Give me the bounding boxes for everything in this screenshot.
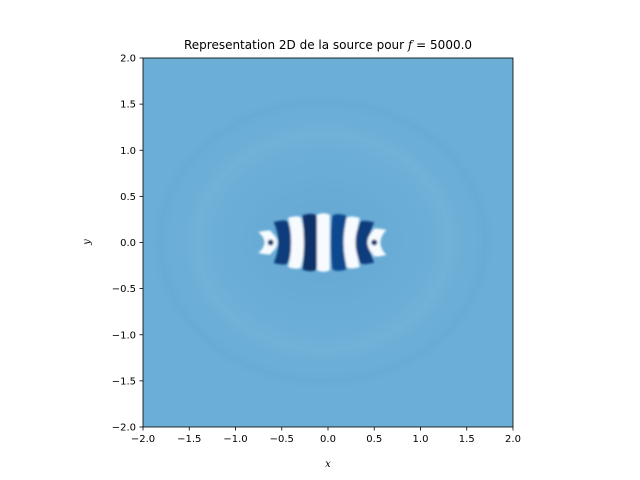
chart-title: Representation 2D de la source pour f = … (184, 38, 472, 52)
dark-stripe (355, 220, 375, 265)
light-stripe (316, 213, 330, 272)
y-tick-label: −0.5 (112, 284, 136, 295)
x-tick-label: 1.0 (413, 434, 429, 445)
light-stripe (343, 216, 360, 269)
y-tick-label: −1.0 (112, 330, 136, 341)
title-prefix: Representation 2D de la source pour (184, 38, 408, 52)
x-tick-label: 2.0 (505, 434, 521, 445)
dark-stripe (302, 213, 318, 272)
x-tick-label: 0.5 (366, 434, 382, 445)
y-tick-label: −2.0 (112, 423, 136, 434)
x-tick-label: −2.0 (131, 434, 155, 445)
x-axis: −2.0 −1.5 −1.0 −0.5 0.0 0.5 1.0 1.5 2.0 (131, 427, 521, 445)
y-tick-label: 0.0 (120, 238, 136, 249)
light-stripe (288, 216, 305, 269)
x-tick-label: −0.5 (270, 434, 294, 445)
x-tick-label: −1.5 (177, 434, 201, 445)
y-tick-label: 1.5 (120, 100, 136, 111)
source-pattern (258, 213, 387, 272)
x-tick-label: −1.0 (223, 434, 247, 445)
x-axis-label: x (325, 459, 331, 470)
y-tick-label: 1.0 (120, 146, 136, 157)
dark-stripe (273, 220, 293, 265)
source-tip (371, 239, 378, 246)
title-variable: f (407, 38, 415, 52)
y-tick-label: 0.5 (120, 192, 136, 203)
y-axis: −2.0 −1.5 −1.0 −0.5 0.0 0.5 1.0 1.5 2.0 (112, 54, 143, 434)
y-tick-label: 2.0 (120, 54, 136, 65)
y-tick-label: −1.5 (112, 376, 136, 387)
source-tip (267, 239, 274, 246)
x-tick-label: 0.0 (320, 434, 336, 445)
x-tick-label: 1.5 (459, 434, 475, 445)
title-suffix: = 5000.0 (412, 38, 472, 52)
y-axis-label: y (82, 239, 93, 246)
heatmap-area (143, 58, 513, 427)
dark-stripe (330, 214, 347, 271)
